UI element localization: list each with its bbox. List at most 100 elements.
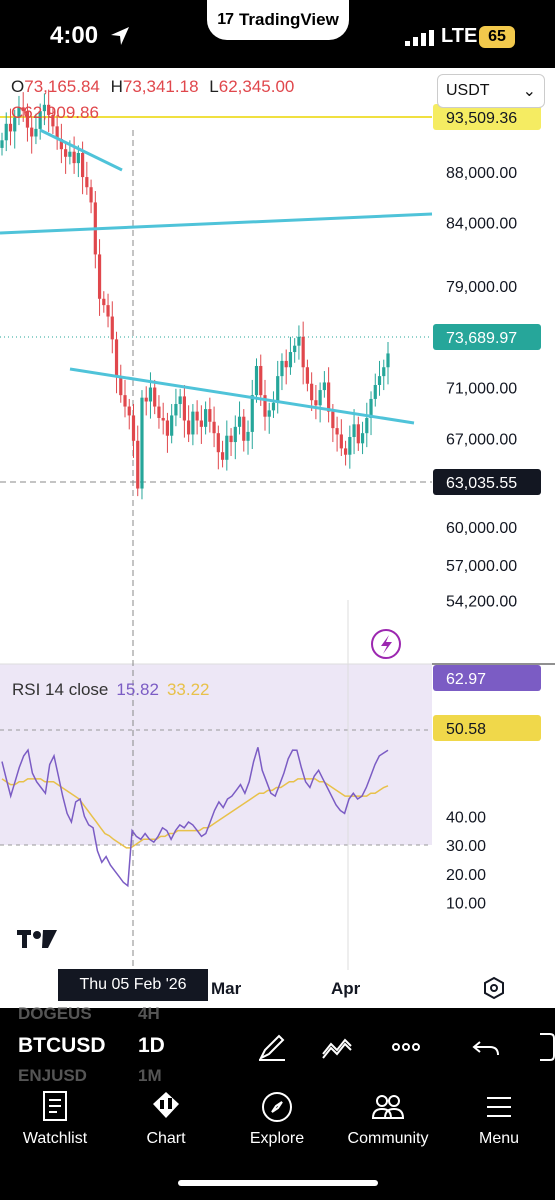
timeframe-next[interactable]: 1M <box>138 1066 162 1085</box>
nav-chart[interactable]: Chart <box>111 1090 221 1148</box>
open-label: O <box>11 77 25 96</box>
candle-body <box>327 382 331 412</box>
nav-community[interactable]: Community <box>333 1090 443 1148</box>
more-options-icon[interactable] <box>389 1030 423 1064</box>
indicators-icon[interactable] <box>320 1030 354 1064</box>
nav-label: Explore <box>249 1130 305 1147</box>
candle-body <box>356 424 360 444</box>
nav-explore[interactable]: Explore <box>222 1090 332 1148</box>
candle-body <box>297 336 301 346</box>
symbol-prev[interactable]: DOGEUS <box>18 1004 92 1023</box>
undo-icon[interactable] <box>470 1030 504 1064</box>
nav-menu[interactable]: Menu <box>444 1090 554 1148</box>
rsi-band <box>0 664 432 845</box>
candle-body <box>204 409 208 427</box>
lightning-alert-icon[interactable] <box>371 629 401 659</box>
price-tick: 67,000.00 <box>446 431 517 448</box>
rsi-legend[interactable]: RSI 14 close 15.82 33.22 <box>12 680 209 700</box>
tradingview-banner[interactable]: 17 TradingView <box>207 0 349 40</box>
low-label: L <box>209 77 219 96</box>
candle-body <box>123 395 127 407</box>
watchlist-icon <box>43 1091 67 1121</box>
price-label-alert-bg <box>433 104 541 130</box>
candle-body <box>382 367 386 377</box>
candle-body <box>182 396 186 421</box>
network-type: LTE <box>441 25 478 47</box>
drawing-pen-icon[interactable] <box>255 1030 289 1064</box>
chart-canvas[interactable]: 93,509.3688,000.0084,000.0079,000.0075,0… <box>0 68 555 1008</box>
candle-body <box>301 336 305 368</box>
nav-label: Watchlist <box>22 1130 88 1147</box>
settings-icon[interactable] <box>484 976 504 1000</box>
price-tick: 60,000.00 <box>446 520 517 537</box>
nav-label: Community <box>347 1130 429 1147</box>
cellular-signal-icon <box>405 30 434 46</box>
banner-text: TradingView <box>238 10 339 29</box>
price-tick: 79,000.00 <box>446 279 517 296</box>
candle-body <box>360 433 365 444</box>
trendline-upper-short[interactable] <box>39 128 123 172</box>
candle-body <box>343 448 348 455</box>
candle-body <box>64 149 68 157</box>
symbol-next[interactable]: ENJUSD <box>18 1066 87 1085</box>
price-label-current: 73,689.97 <box>446 330 517 347</box>
price-label-current-bg <box>433 324 541 350</box>
candle-body <box>153 387 157 407</box>
candle-body <box>195 411 199 421</box>
candle-body <box>348 436 352 455</box>
candle-body <box>55 126 59 140</box>
nav-label: Menu <box>478 1130 520 1147</box>
candle-body <box>85 177 89 188</box>
trendline-resistance[interactable] <box>0 212 433 235</box>
timeframe-prev[interactable]: 4H <box>138 1004 160 1023</box>
candle-body <box>318 390 322 406</box>
nav-watchlist[interactable]: Watchlist <box>0 1090 110 1148</box>
candle-body <box>119 376 123 396</box>
candle-body <box>102 298 106 306</box>
candle-body <box>59 139 63 150</box>
fullscreen-icon[interactable] <box>530 1030 555 1064</box>
tradingview-logo-icon: 17 <box>217 11 234 28</box>
low-value: 62,345.00 <box>218 77 295 96</box>
candle-body <box>331 411 335 429</box>
candle-body <box>288 352 293 368</box>
candle-body <box>148 387 153 402</box>
rsi-label: RSI 14 close <box>12 680 109 699</box>
rsi-line <box>1 747 389 888</box>
price-label-alert: 93,509.36 <box>446 110 517 127</box>
home-indicator[interactable] <box>178 1180 378 1186</box>
price-axis[interactable]: 93,509.3688,000.0084,000.0079,000.0075,0… <box>433 104 541 913</box>
candle-body <box>89 187 93 203</box>
candle-body <box>80 152 85 178</box>
currency-select[interactable]: USDT ⌄ <box>437 74 545 108</box>
nav-label: Chart <box>146 1130 186 1147</box>
candle-body <box>51 114 55 127</box>
candle-body <box>267 410 271 417</box>
symbol-toolbar <box>0 1008 555 1086</box>
candle-body <box>365 417 369 434</box>
trendline-support[interactable] <box>69 367 415 425</box>
chart-area[interactable]: 93,509.3688,000.0084,000.0079,000.0075,0… <box>0 68 555 1008</box>
rsi-label-current-bg <box>433 665 541 691</box>
price-tick: 57,000.00 <box>446 558 517 575</box>
candle-body <box>47 104 51 115</box>
status-bar: 4:00 17 TradingView LTE 65 <box>0 0 555 68</box>
tradingview-watermark-icon <box>17 930 57 948</box>
candle-body <box>161 417 165 421</box>
symbol-current[interactable]: BTCUSD <box>18 1034 106 1057</box>
close-readout: C62,909.86 <box>11 103 99 123</box>
candle-body <box>110 316 114 340</box>
ohlc-readout: O73,165.84 H73,341.18 L62,345.00 <box>11 77 294 97</box>
date-tooltip: Thu 05 Feb '26 <box>58 969 208 1001</box>
rsi-lines-group <box>1 747 389 888</box>
rsi-ma-value: 33.22 <box>166 680 210 699</box>
price-tick: 54,200.00 <box>446 594 517 611</box>
candle-body <box>68 151 72 157</box>
rsi-label-ma-bg <box>433 715 541 741</box>
candle-body <box>157 406 161 418</box>
candle-body <box>373 385 377 399</box>
candle-body <box>4 123 8 141</box>
timeframe-current[interactable]: 1D <box>138 1034 165 1057</box>
candle-body <box>229 435 233 443</box>
candle-body <box>352 424 356 437</box>
